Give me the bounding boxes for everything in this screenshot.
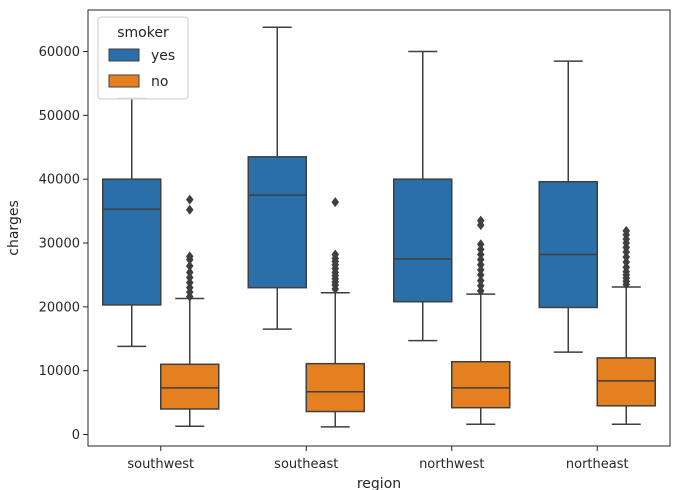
legend-title: smoker: [117, 25, 169, 41]
box-iqr: [596, 357, 656, 407]
outlier-point: [622, 262, 631, 273]
y-tick-label: 50000: [39, 109, 80, 124]
x-tick-label: northwest: [419, 457, 484, 472]
x-axis-label: region: [357, 476, 401, 490]
box-no-northeast: [596, 225, 656, 426]
outlier-point: [331, 197, 340, 208]
y-tick-label: 60000: [39, 45, 80, 60]
outlier-point: [185, 204, 194, 215]
outlier-point: [476, 280, 485, 291]
box-no-northwest: [451, 215, 511, 426]
legend: smoker yes no: [97, 16, 189, 100]
outlier-point: [476, 244, 485, 255]
legend-label-yes: yes: [151, 48, 175, 64]
outlier-point: [622, 225, 631, 236]
y-tick-label: 10000: [39, 364, 80, 379]
outlier-point: [476, 285, 485, 296]
box-yes-southeast: [247, 26, 307, 330]
box-yes-northeast: [538, 60, 598, 353]
outlier-point: [476, 264, 485, 275]
outlier-point: [476, 259, 485, 270]
outlier-point: [331, 249, 340, 260]
box-iqr: [393, 178, 453, 303]
outlier-point: [185, 260, 194, 271]
y-tick-label: 40000: [39, 173, 80, 188]
outlier-point: [476, 269, 485, 280]
box-yes-northwest: [393, 50, 453, 342]
outlier-point: [185, 251, 194, 262]
outlier-point: [622, 257, 631, 268]
outlier-point: [185, 277, 194, 288]
legend-label-no: no: [151, 74, 168, 90]
y-axis: 0 10000 20000 30000 40000 50000 60000: [39, 45, 88, 443]
outlier-point: [185, 282, 194, 293]
plot-area: [102, 26, 656, 428]
box-no-southwest: [160, 194, 220, 427]
outlier-point: [185, 194, 194, 205]
y-axis-label: charges: [6, 200, 22, 255]
x-axis: southwest southeast northwest northeast: [127, 446, 629, 472]
outlier-point: [476, 254, 485, 265]
outlier-point: [476, 275, 485, 286]
y-tick-label: 0: [72, 428, 80, 443]
x-tick-label: southwest: [127, 457, 194, 472]
box-iqr: [102, 178, 162, 306]
y-tick-label: 20000: [39, 300, 80, 315]
outlier-point: [185, 272, 194, 283]
box-no-southeast: [305, 197, 365, 428]
y-tick-label: 30000: [39, 237, 80, 252]
x-tick-label: northeast: [566, 457, 629, 472]
x-tick-label: southeast: [274, 457, 338, 472]
box-iqr: [451, 360, 511, 409]
box-iqr: [247, 156, 307, 289]
box-iqr: [538, 180, 598, 309]
legend-swatch-yes: [108, 48, 140, 62]
outlier-point: [476, 249, 485, 260]
box-iqr: [305, 362, 365, 413]
outlier-point: [476, 239, 485, 250]
outlier-point: [185, 267, 194, 278]
outlier-point: [476, 215, 485, 226]
box-iqr: [160, 363, 220, 410]
legend-swatch-no: [108, 74, 140, 88]
plot-frame: [87, 9, 671, 447]
outlier-point: [622, 252, 631, 263]
